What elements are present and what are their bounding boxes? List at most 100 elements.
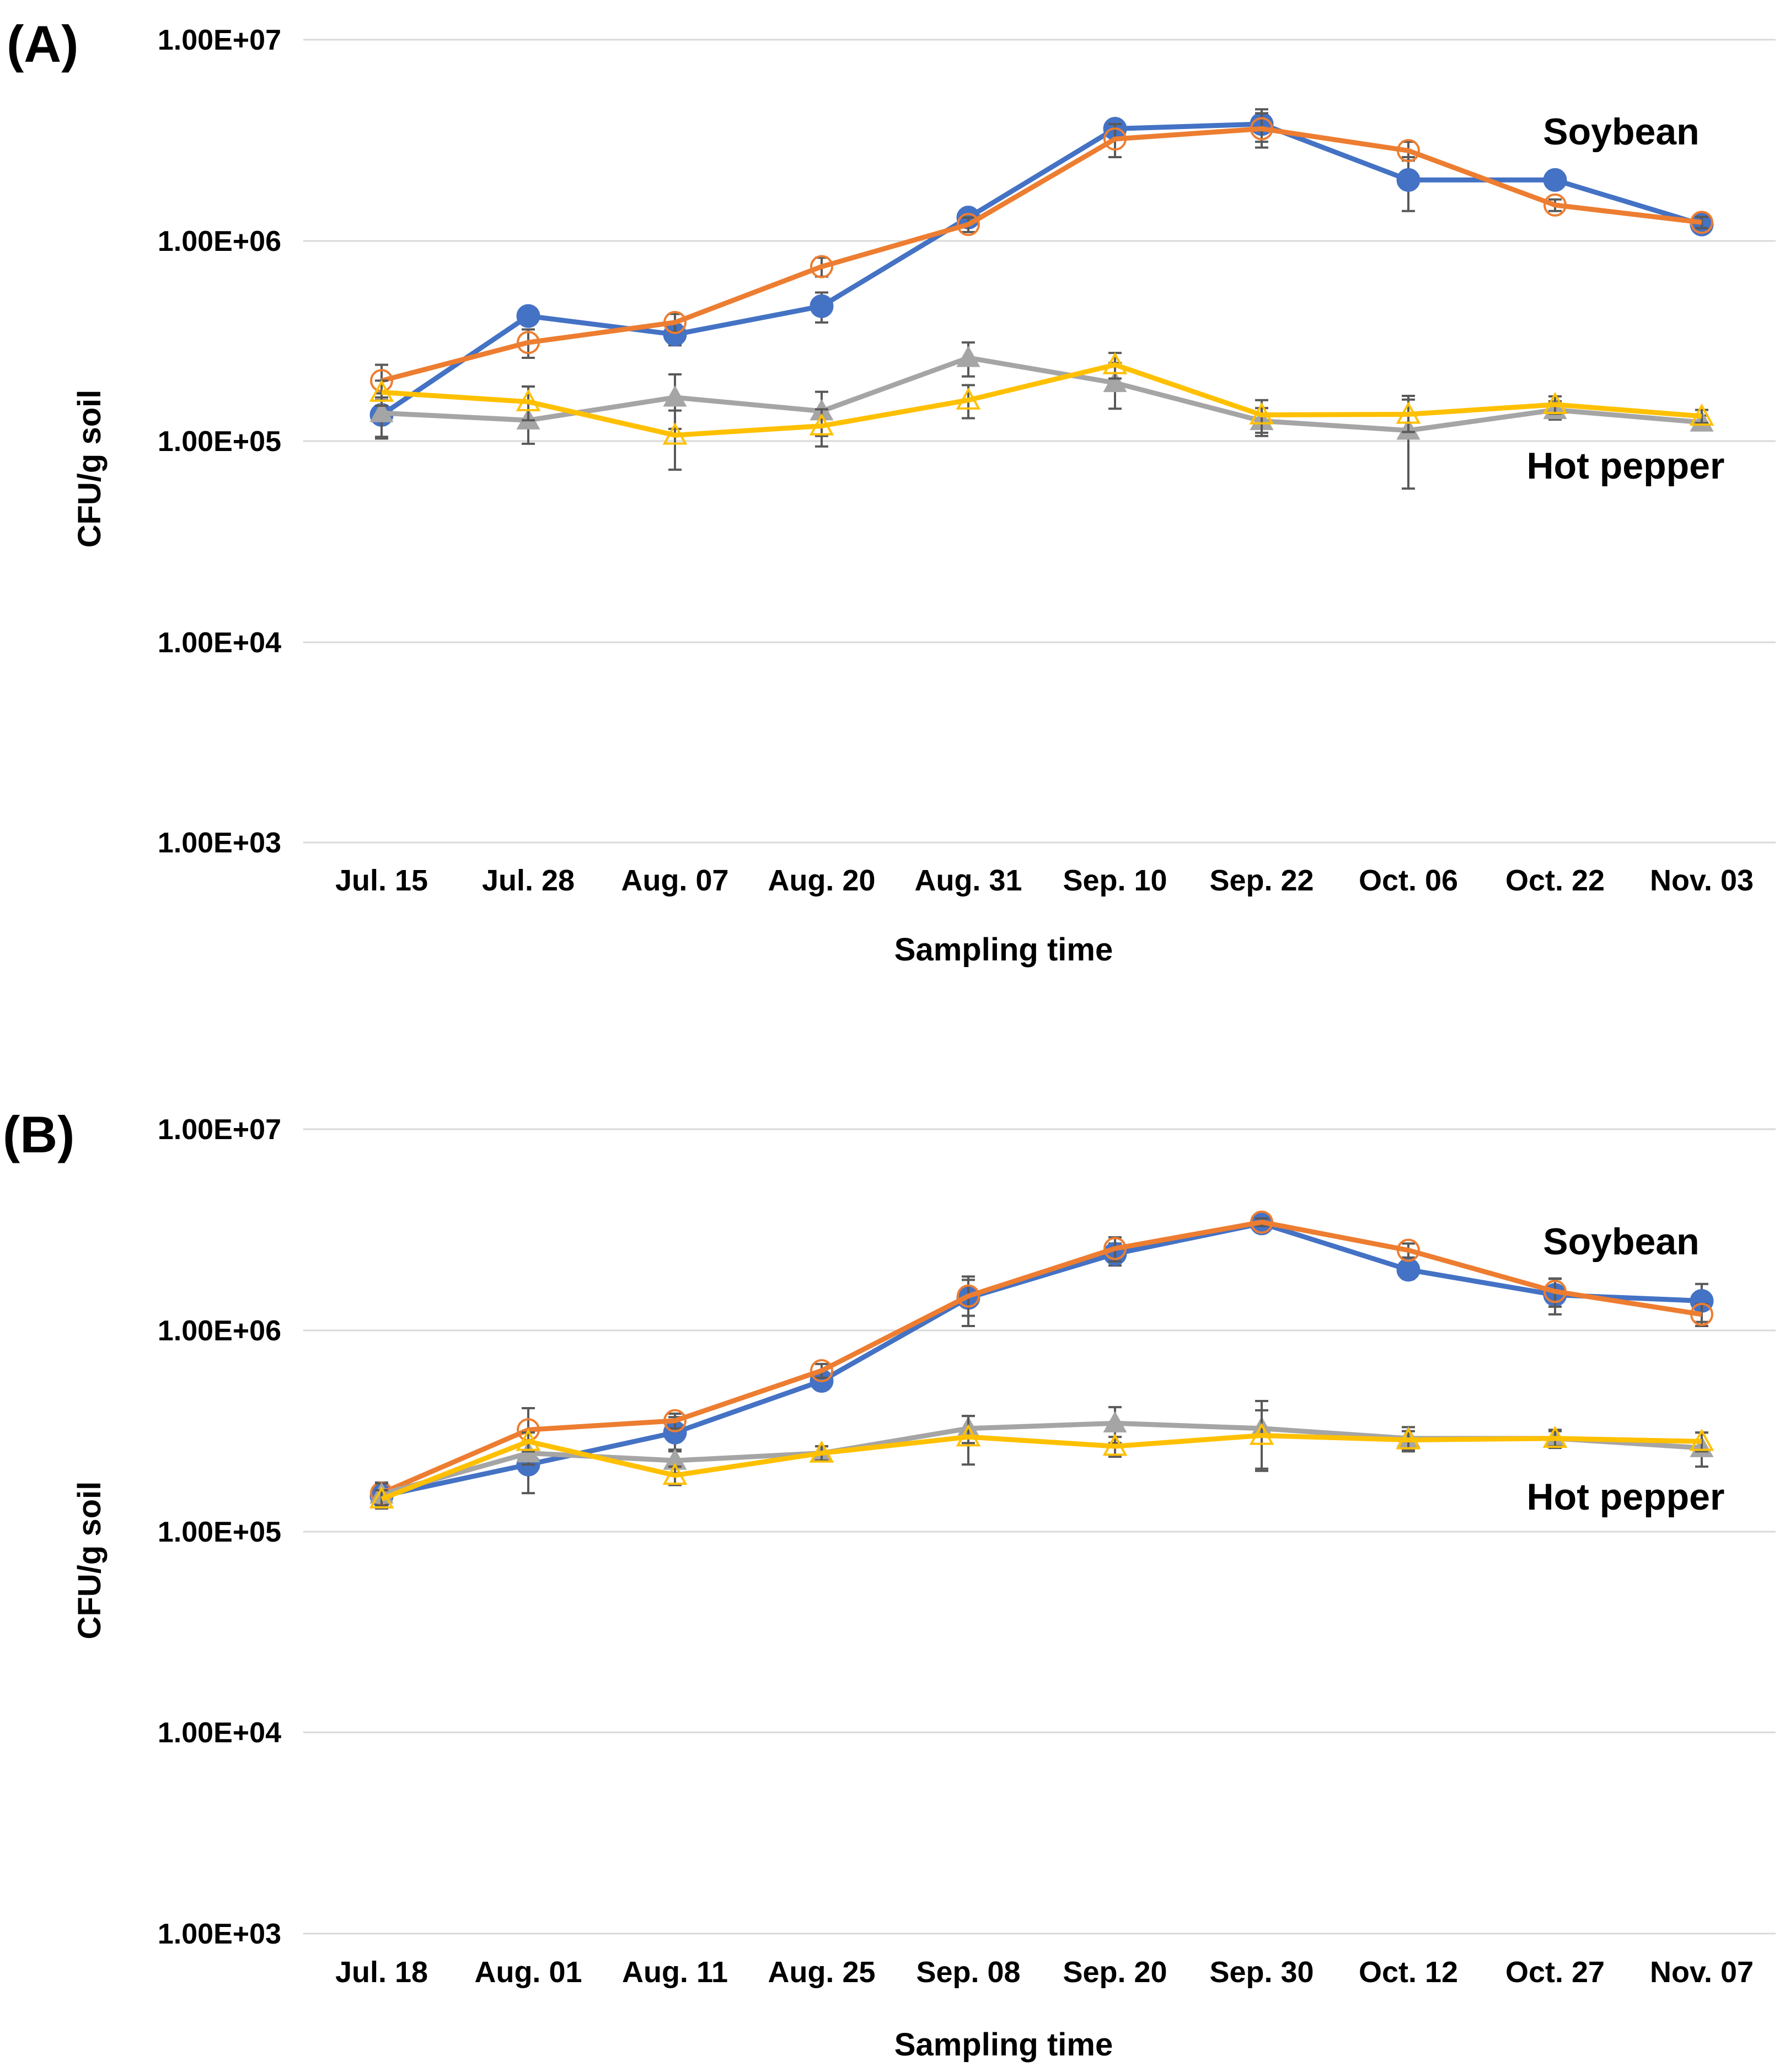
panel-b-soybean-orange-line <box>380 1220 1702 1496</box>
panel-b-xtick-1: Jul. 18 <box>335 1956 428 1989</box>
panel-b-xtick-7: Sep. 30 <box>1209 1956 1314 1989</box>
panel-a-hot-pepper-yellow-point <box>956 387 981 410</box>
panel-a-label: (A) <box>7 15 79 73</box>
panel-a-hot-pepper-gray-point <box>369 400 394 422</box>
panel-b-ytick-1e3: 1.00E+03 <box>158 1918 281 1950</box>
panel-a-hot-pepper-yellow-point <box>516 389 541 411</box>
panel-b-hot-pepper-yellow-series <box>369 1409 1714 1510</box>
panel-a-hot-pepper-yellow-point <box>1689 403 1714 426</box>
panel-a-soybean-orange-line <box>380 126 1702 383</box>
panel-a-hot-pepper-yellow-line <box>381 362 1702 438</box>
panel-a-plot-area <box>369 108 1714 490</box>
panel-a-x-ticks: Jul. 15 Jul. 28 Aug. 07 Aug. 20 Aug. 31 … <box>335 864 1754 897</box>
panel-b-hot-pepper-label: Hot pepper <box>1527 1476 1725 1518</box>
panel-b-hot-pepper-yellow-point <box>662 1462 688 1485</box>
panel-b-x-ticks: Jul. 18 Aug. 01 Aug. 11 Aug. 25 Sep. 08 … <box>335 1956 1754 1989</box>
panel-b-hot-pepper-yellow-point <box>1542 1425 1568 1448</box>
panel-b-soybean-orange-point <box>1103 1237 1127 1260</box>
panel-b-plot-area <box>369 1210 1714 1510</box>
panel-a-soybean-orange-point <box>1250 117 1273 141</box>
panel-b-soybean-blue-point <box>1396 1258 1421 1282</box>
panel-a-xtick-8: Oct. 06 <box>1359 864 1458 897</box>
panel-a-soybean-orange-point <box>663 310 687 334</box>
panel-b-gridlines <box>303 1128 1776 1935</box>
panel-a-soybean-orange-point <box>810 255 833 278</box>
panel-a-soybean-orange-point <box>1397 139 1420 163</box>
panel-b-hot-pepper-yellow-point <box>956 1424 981 1447</box>
panel-b-ytick-1e4: 1.00E+04 <box>158 1717 281 1749</box>
panel-b-soybean-orange-point <box>810 1359 833 1382</box>
panel-b-hot-pepper-yellow-line <box>380 1432 1702 1501</box>
panel-a-hot-pepper-yellow-point <box>1249 402 1274 425</box>
panel-a-ytick-1e3: 1.00E+03 <box>158 827 281 859</box>
panel-a-xtick-2: Jul. 28 <box>482 864 575 897</box>
panel-a-xtick-3: Aug. 07 <box>621 864 728 897</box>
panel-b-hot-pepper-yellow-point <box>369 1486 394 1509</box>
panel-a-hot-pepper-yellow-errorbar <box>668 409 682 471</box>
panel-a-soybean-orange-point <box>1543 193 1567 217</box>
panel-a-hot-pepper-gray-line <box>381 355 1702 433</box>
panel-b-soybean-orange-point <box>957 1284 980 1308</box>
panel-a: (A) 1.00E+07 1.00E+06 1.00E+05 1.00E+04 … <box>7 15 1776 968</box>
panel-b-hot-pepper-yellow-errorbar <box>1255 1409 1268 1472</box>
panel-b-soybean-label: Soybean <box>1543 1221 1699 1263</box>
panel-a-xtick-10: Nov. 03 <box>1650 864 1754 897</box>
panel-b-xtick-2: Aug. 01 <box>474 1956 582 1989</box>
panel-a-soybean-blue-point <box>516 304 540 328</box>
panel-b-hot-pepper-gray-line <box>380 1420 1702 1497</box>
panel-a-xtick-5: Aug. 31 <box>914 864 1022 897</box>
panel-a-xtick-7: Sep. 22 <box>1209 864 1314 897</box>
panel-a-xtick-4: Aug. 20 <box>768 864 875 897</box>
panel-b-y-ticks: 1.00E+07 1.00E+06 1.00E+05 1.00E+04 1.00… <box>158 1114 281 1950</box>
panel-a-hot-pepper-gray-point <box>1103 371 1127 393</box>
panel-a-hot-pepper-yellow-point <box>1542 391 1568 415</box>
panel-a-hot-pepper-gray-point <box>956 345 980 367</box>
panel-b-soybean-orange-point <box>1690 1302 1713 1326</box>
panel-a-soybean-blue-point <box>1543 168 1567 192</box>
panel-b-soybean-blue-line <box>381 1221 1702 1499</box>
panel-a-x-axis-title: Sampling time <box>894 932 1113 968</box>
panel-a-hot-pepper-label: Hot pepper <box>1527 445 1725 487</box>
panel-a-soybean-orange-point <box>1103 127 1127 151</box>
panel-b-xtick-9: Oct. 27 <box>1505 1956 1605 1989</box>
panel-a-ytick-1e7: 1.00E+07 <box>158 24 281 56</box>
panel-a-ytick-1e4: 1.00E+04 <box>158 627 281 659</box>
panel-a-hot-pepper-yellow-point <box>1396 401 1421 424</box>
panel-b-xtick-4: Aug. 25 <box>768 1956 875 1989</box>
panel-a-y-axis-title: CFU/g soil <box>72 390 108 548</box>
panel-a-xtick-9: Oct. 22 <box>1505 864 1605 897</box>
panel-a-hot-pepper-gray-series <box>369 341 1714 490</box>
panel-b-hot-pepper-yellow-point <box>809 1440 834 1463</box>
panel-b-hot-pepper-gray-point <box>1103 1411 1127 1433</box>
panel-a-soybean-orange-point <box>517 331 540 355</box>
panel-a-soybean-orange-series <box>370 112 1713 401</box>
panel-a-soybean-orange-point <box>957 213 980 237</box>
panel-b-hot-pepper-yellow-errorbar <box>962 1415 975 1466</box>
panel-a-soybean-orange-point <box>1690 211 1713 234</box>
panel-a-hot-pepper-yellow-series <box>369 352 1714 471</box>
panel-b: (B) 1.00E+07 1.00E+06 1.00E+05 1.00E+04 … <box>3 1105 1776 2063</box>
panel-a-hot-pepper-yellow-point <box>369 379 394 402</box>
panel-a-hot-pepper-yellow-errorbar <box>1695 409 1708 425</box>
panel-a-soybean-orange-errorbar <box>1695 216 1708 229</box>
panel-b-xtick-3: Aug. 11 <box>622 1956 728 1989</box>
panel-b-soybean-orange-point <box>1250 1210 1273 1234</box>
panel-a-soybean-blue-point <box>1396 168 1421 192</box>
panel-b-hot-pepper-yellow-point <box>1249 1423 1274 1445</box>
panel-b-label: (B) <box>3 1105 75 1163</box>
panel-b-soybean-orange-point <box>663 1409 687 1432</box>
panel-a-y-ticks: 1.00E+07 1.00E+06 1.00E+05 1.00E+04 1.00… <box>158 24 281 859</box>
panel-b-y-axis-title: CFU/g soil <box>72 1481 108 1640</box>
panel-a-soybean-label: Soybean <box>1543 111 1699 153</box>
panel-a-hot-pepper-yellow-point <box>809 413 834 436</box>
panel-a-soybean-blue-series <box>369 108 1714 438</box>
panel-a-gridlines <box>303 39 1776 844</box>
panel-a-hot-pepper-yellow-point <box>662 422 688 445</box>
panel-b-soybean-orange-point <box>1397 1238 1420 1262</box>
panel-b-hot-pepper-yellow-point <box>1689 1429 1714 1451</box>
panel-b-xtick-10: Nov. 07 <box>1650 1956 1754 1989</box>
panel-a-ytick-1e6: 1.00E+06 <box>158 226 281 257</box>
panel-b-soybean-orange-series <box>370 1210 1713 1506</box>
panel-b-hot-pepper-yellow-point <box>516 1429 541 1451</box>
